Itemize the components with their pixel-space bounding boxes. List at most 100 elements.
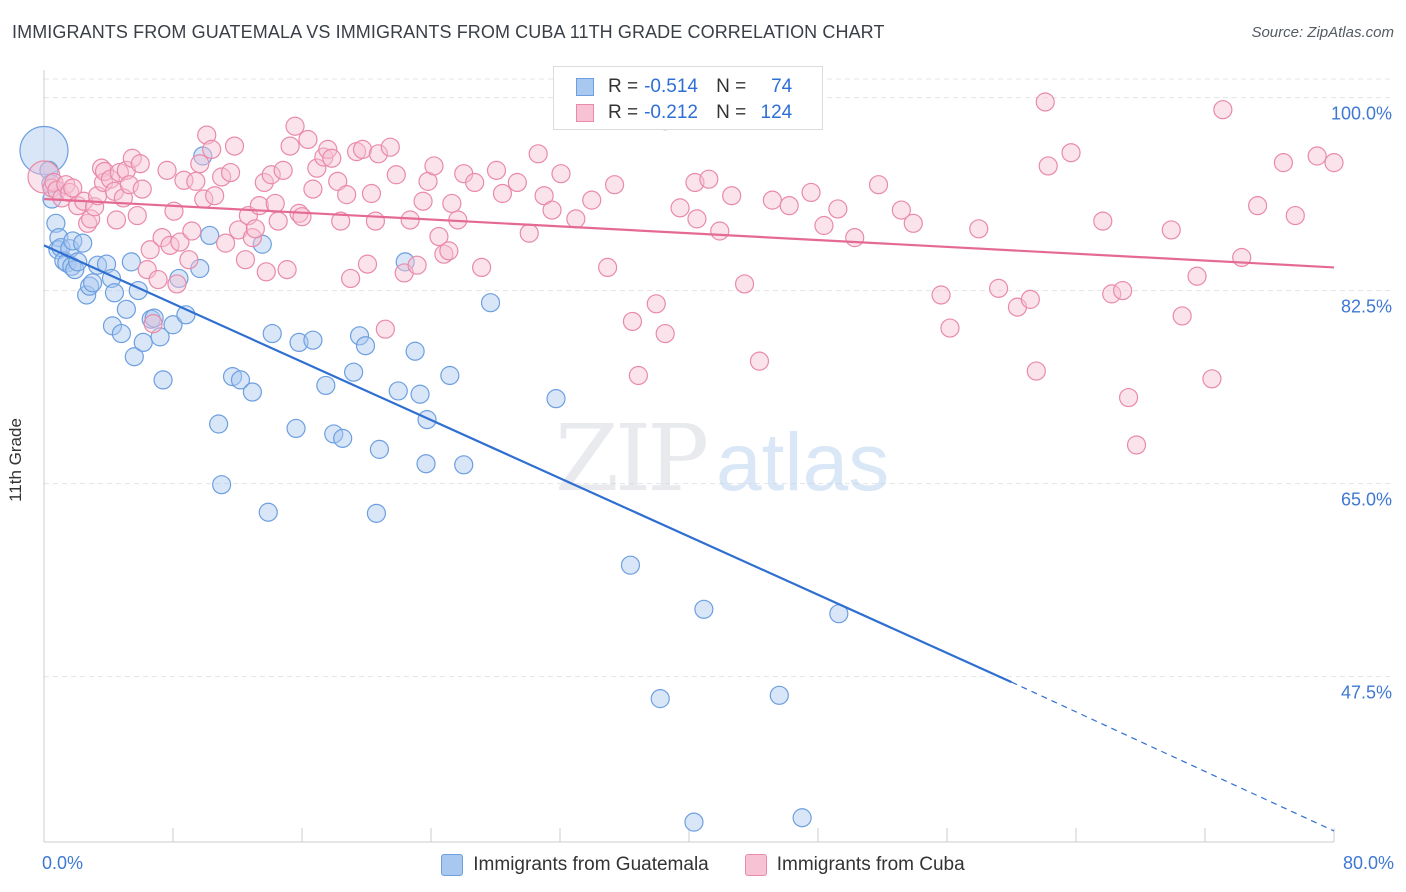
data-point — [542, 200, 562, 220]
data-point — [212, 475, 232, 495]
data-point — [179, 250, 199, 270]
data-point — [280, 136, 300, 156]
data-point — [121, 252, 141, 272]
data-point — [116, 299, 136, 319]
data-point — [256, 262, 276, 282]
data-point — [322, 148, 342, 168]
data-point — [769, 685, 789, 705]
data-point — [80, 276, 100, 296]
series-legend-guatemala[interactable]: Immigrants from Guatemala — [441, 854, 709, 876]
data-point — [1113, 280, 1133, 301]
data-point — [127, 205, 147, 226]
data-point — [551, 164, 571, 184]
data-point — [465, 172, 485, 193]
data-point — [153, 370, 173, 390]
watermark-zip: ZIP — [555, 405, 706, 512]
data-point — [492, 183, 513, 204]
data-point — [361, 183, 382, 204]
data-point — [341, 268, 361, 289]
data-point — [400, 210, 420, 230]
data-point — [417, 410, 437, 430]
data-point — [1247, 196, 1268, 216]
data-point — [845, 228, 865, 248]
data-point — [167, 274, 187, 294]
series-label-cuba: Immigrants from Cuba — [776, 854, 965, 875]
y-tick-label: 82.5% — [1341, 297, 1392, 317]
legend-r-value: -0.212 — [644, 102, 698, 123]
data-point — [215, 233, 236, 253]
data-point — [1172, 306, 1192, 326]
legend-r-label: R = — [608, 76, 639, 97]
data-point — [106, 210, 127, 230]
data-point — [328, 171, 348, 191]
data-point — [224, 136, 245, 156]
data-point — [1093, 211, 1113, 231]
data-point — [988, 278, 1009, 298]
y-tick-label: 47.5% — [1341, 683, 1392, 703]
data-point — [202, 139, 222, 160]
data-point — [410, 384, 430, 404]
data-point — [230, 370, 251, 390]
data-point — [369, 439, 389, 459]
data-point — [242, 382, 262, 402]
legend-swatch-cuba — [576, 104, 594, 122]
correlation-legend: R = -0.514 N = 74 R = -0.212 N = 124 — [553, 66, 823, 130]
y-tick-label: 65.0% — [1341, 490, 1392, 510]
data-point — [801, 182, 821, 203]
data-point — [1035, 92, 1055, 112]
series-legend-cuba[interactable]: Immigrants from Cuba — [744, 854, 965, 876]
data-point — [699, 169, 719, 189]
legend-r-value: -0.514 — [644, 76, 698, 97]
data-point — [245, 219, 265, 239]
data-point — [144, 308, 164, 328]
data-point — [182, 221, 202, 241]
trend-lines — [43, 197, 1335, 832]
data-point — [454, 455, 474, 475]
data-point — [519, 223, 539, 243]
data-point — [157, 160, 177, 180]
data-point — [298, 129, 318, 150]
data-point — [940, 318, 960, 338]
data-point — [828, 199, 848, 219]
data-point — [762, 190, 782, 210]
data-point — [1038, 156, 1058, 176]
legend-n-value: 74 — [771, 76, 793, 97]
data-point — [814, 215, 834, 236]
data-point — [209, 414, 229, 434]
data-point — [694, 599, 714, 619]
trend-line-cuba — [43, 197, 1335, 269]
data-point — [292, 207, 312, 227]
data-point — [486, 160, 507, 180]
data-point — [355, 336, 376, 356]
data-point — [442, 193, 462, 214]
data-point — [200, 225, 220, 246]
data-point — [262, 323, 282, 344]
data-point — [352, 139, 373, 160]
data-point — [429, 226, 449, 247]
series-cuba — [27, 92, 1344, 455]
data-point — [324, 424, 344, 444]
data-point — [722, 186, 742, 206]
data-point — [407, 255, 427, 275]
data-point — [440, 365, 460, 386]
data-point — [197, 125, 217, 145]
data-point — [365, 211, 386, 231]
data-point — [368, 144, 389, 164]
data-point — [186, 171, 206, 191]
series-legend: Immigrants from Guatemala Immigrants fro… — [0, 852, 1406, 878]
data-point — [349, 326, 370, 346]
legend-r-label: R = — [608, 102, 639, 123]
source-credit: Source: ZipAtlas.com — [1251, 24, 1394, 41]
watermark-atlas: atlas — [716, 417, 889, 508]
data-point — [528, 144, 548, 164]
data-point — [265, 193, 285, 214]
data-point — [582, 190, 602, 210]
data-point — [620, 555, 641, 575]
data-point — [868, 175, 889, 195]
data-point — [285, 116, 305, 136]
data-point — [220, 162, 241, 183]
data-point — [277, 260, 297, 280]
data-point — [546, 389, 566, 409]
data-point — [316, 375, 336, 396]
